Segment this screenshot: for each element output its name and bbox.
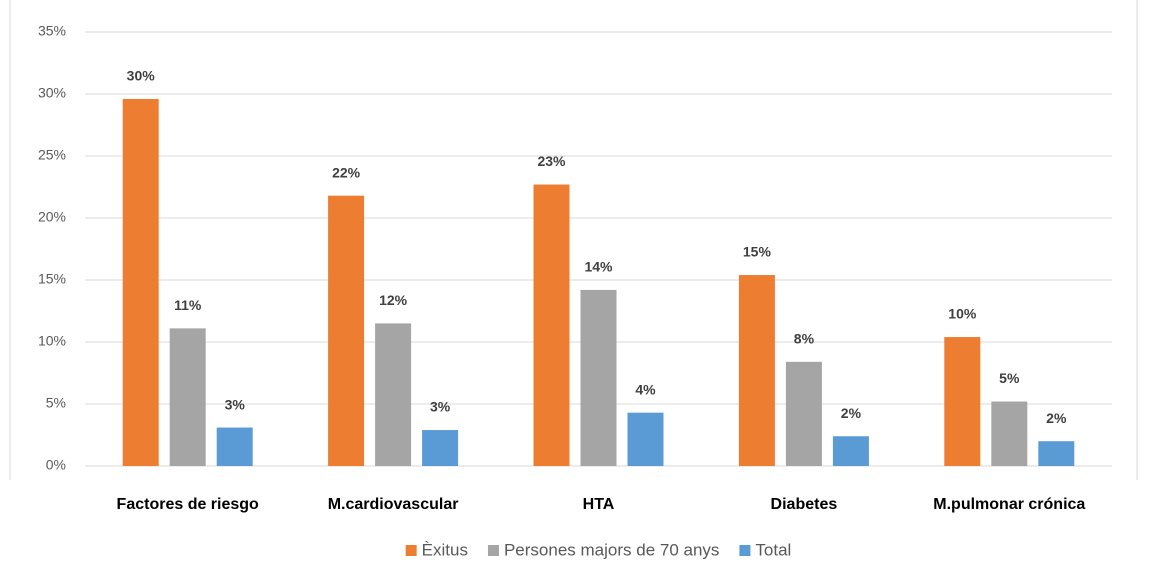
y-tick-label: 30%: [38, 85, 66, 101]
value-label: 3%: [225, 396, 246, 412]
value-label: 22%: [332, 164, 361, 180]
value-label: 30%: [127, 68, 156, 84]
bar: [122, 98, 159, 467]
value-label: 5%: [999, 370, 1020, 386]
value-label: 2%: [841, 405, 862, 421]
y-tick-label: 15%: [38, 271, 66, 287]
bar: [991, 401, 1028, 466]
bar: [169, 328, 206, 466]
value-label: 14%: [584, 259, 613, 275]
value-label: 8%: [794, 331, 815, 347]
value-label: 11%: [174, 297, 202, 313]
bar: [216, 427, 253, 466]
bar: [533, 184, 570, 466]
value-label: 4%: [635, 381, 656, 397]
bar: [328, 195, 365, 466]
bar: [832, 436, 869, 466]
x-tick-label: Factores de riesgo: [117, 496, 260, 513]
legend-item: Total: [739, 540, 791, 559]
y-tick-label: 20%: [38, 209, 66, 225]
y-tick-label: 0%: [46, 457, 66, 473]
legend-swatch: [405, 545, 417, 556]
bar: [580, 289, 617, 466]
legend-label: Total: [755, 540, 791, 559]
x-tick-label: M.cardiovascular: [328, 496, 459, 513]
legend-item: Persones majors de 70 anys: [487, 540, 719, 559]
legend-swatch: [739, 545, 751, 556]
value-label: 23%: [537, 153, 566, 169]
value-label: 12%: [379, 292, 408, 308]
bar: [422, 430, 459, 466]
value-label: 15%: [743, 244, 772, 260]
y-tick-label: 5%: [46, 395, 66, 411]
bar: [944, 337, 981, 466]
legend-swatch: [487, 545, 499, 556]
bar: [1038, 441, 1075, 466]
y-tick-label: 10%: [38, 333, 66, 349]
y-tick-label: 25%: [38, 147, 66, 163]
value-label: 3%: [430, 399, 451, 415]
bar: [785, 361, 822, 466]
legend-item: Èxitus: [405, 540, 468, 559]
x-tick-label: M.pulmonar crónica: [933, 496, 1085, 513]
value-label: 10%: [948, 306, 977, 322]
bar: [375, 323, 412, 466]
x-tick-label: HTA: [583, 496, 615, 513]
bar: [738, 275, 775, 466]
legend-label: Èxitus: [422, 540, 468, 559]
bar: [627, 412, 664, 466]
x-tick-label: Diabetes: [771, 496, 838, 513]
legend-label: Persones majors de 70 anys: [504, 540, 719, 559]
y-tick-label: 35%: [38, 23, 66, 39]
value-label: 2%: [1046, 410, 1067, 426]
